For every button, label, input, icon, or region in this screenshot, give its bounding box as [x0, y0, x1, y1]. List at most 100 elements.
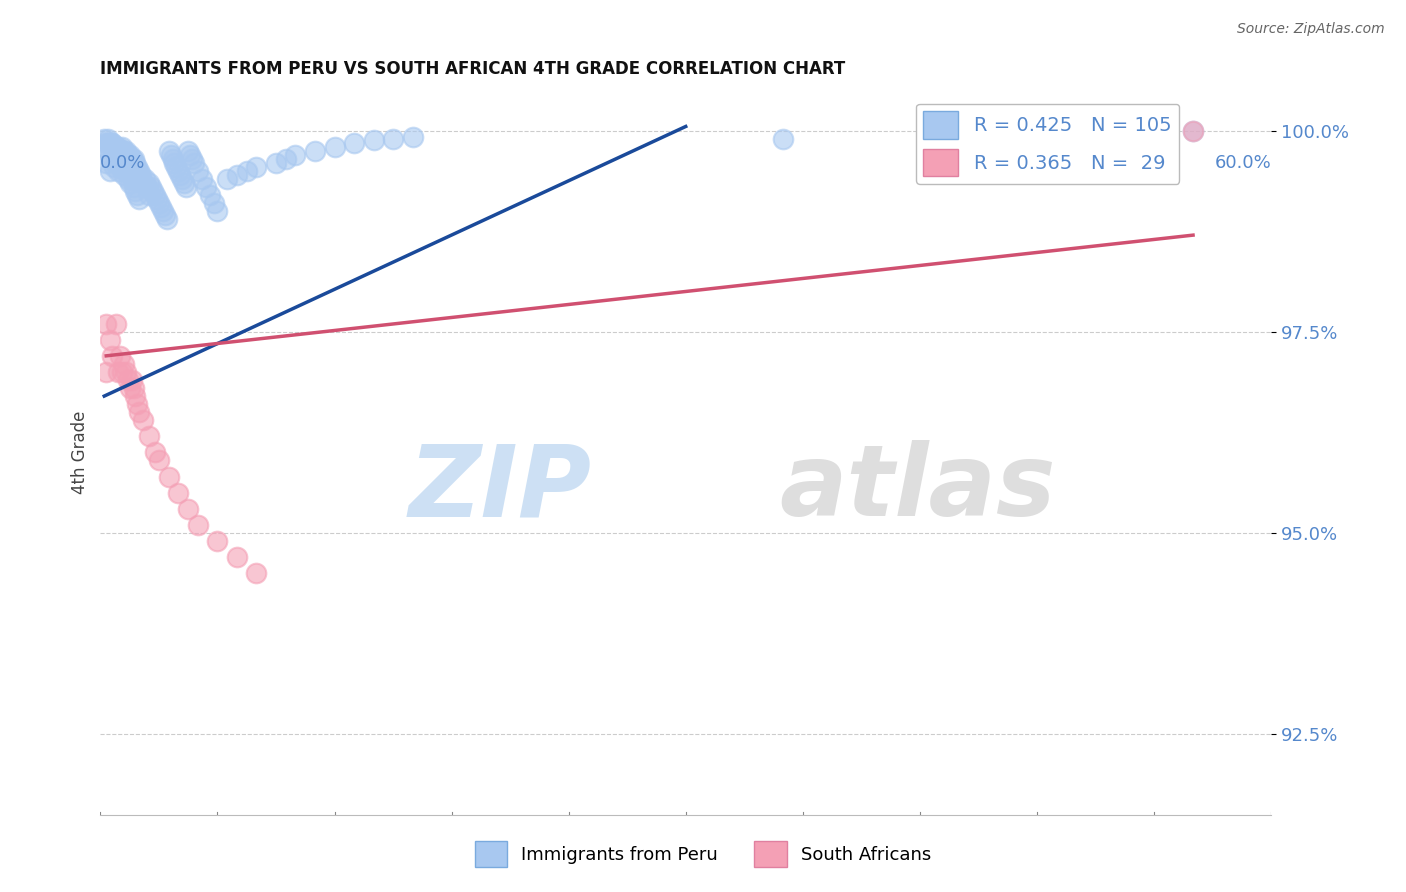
- Point: [127, 397, 149, 411]
- Point: [124, 184, 146, 198]
- Point: [124, 389, 146, 403]
- Point: [177, 501, 200, 516]
- Point: [111, 365, 134, 379]
- Point: [401, 130, 423, 145]
- Point: [217, 171, 239, 186]
- Point: [108, 144, 131, 158]
- Point: [118, 155, 141, 169]
- Point: [122, 155, 145, 169]
- Point: [98, 136, 121, 150]
- Point: [108, 160, 131, 174]
- Point: [103, 160, 125, 174]
- Point: [157, 144, 180, 158]
- Point: [108, 144, 131, 158]
- Point: [117, 152, 139, 166]
- Point: [118, 381, 141, 395]
- Point: [235, 163, 257, 178]
- Point: [143, 445, 166, 459]
- Point: [245, 160, 267, 174]
- Text: 60.0%: 60.0%: [1215, 154, 1271, 172]
- Point: [104, 139, 127, 153]
- Point: [172, 171, 194, 186]
- Point: [187, 163, 209, 178]
- Point: [114, 365, 136, 379]
- Point: [167, 163, 190, 178]
- Point: [198, 187, 221, 202]
- Point: [101, 136, 124, 150]
- Point: [122, 152, 145, 166]
- Text: 0.0%: 0.0%: [100, 154, 146, 172]
- Point: [207, 204, 229, 219]
- Point: [124, 160, 146, 174]
- Point: [1182, 123, 1205, 137]
- Point: [112, 147, 135, 161]
- Point: [98, 147, 121, 161]
- Point: [127, 187, 149, 202]
- Text: ZIP: ZIP: [409, 440, 592, 537]
- Point: [382, 131, 405, 145]
- Point: [112, 144, 135, 158]
- Point: [108, 349, 131, 363]
- Point: [117, 147, 139, 161]
- Point: [162, 152, 184, 166]
- Point: [117, 373, 139, 387]
- Point: [128, 168, 150, 182]
- Point: [114, 147, 136, 161]
- Point: [107, 163, 129, 178]
- Point: [177, 144, 200, 158]
- Point: [98, 163, 121, 178]
- Point: [96, 155, 118, 169]
- Point: [101, 152, 124, 166]
- Point: [159, 147, 181, 161]
- Point: [104, 139, 127, 153]
- Point: [138, 429, 160, 443]
- Point: [134, 171, 156, 186]
- Point: [153, 208, 176, 222]
- Point: [148, 453, 170, 467]
- Point: [107, 147, 129, 161]
- Point: [121, 152, 143, 166]
- Point: [139, 179, 162, 194]
- Point: [122, 381, 145, 395]
- Point: [132, 413, 155, 427]
- Point: [143, 187, 166, 202]
- Point: [103, 144, 125, 158]
- Point: [97, 131, 120, 145]
- Point: [101, 349, 124, 363]
- Point: [152, 204, 174, 219]
- Point: [274, 152, 297, 166]
- Point: [245, 566, 267, 581]
- Point: [118, 147, 141, 161]
- Point: [169, 168, 191, 182]
- Point: [127, 160, 149, 174]
- Point: [128, 163, 150, 178]
- Point: [191, 171, 214, 186]
- Y-axis label: 4th Grade: 4th Grade: [72, 410, 89, 494]
- Point: [343, 136, 366, 150]
- Point: [181, 152, 204, 166]
- Point: [111, 144, 134, 158]
- Point: [138, 176, 160, 190]
- Point: [323, 139, 346, 153]
- Point: [173, 176, 195, 190]
- Point: [104, 155, 127, 169]
- Point: [226, 168, 249, 182]
- Point: [118, 176, 141, 190]
- Point: [183, 155, 205, 169]
- Point: [128, 192, 150, 206]
- Point: [114, 144, 136, 158]
- Point: [121, 152, 143, 166]
- Legend: Immigrants from Peru, South Africans: Immigrants from Peru, South Africans: [467, 834, 939, 874]
- Point: [165, 160, 187, 174]
- Point: [284, 147, 307, 161]
- Point: [103, 139, 125, 153]
- Point: [304, 144, 326, 158]
- Point: [131, 171, 153, 186]
- Point: [107, 365, 129, 379]
- Point: [124, 155, 146, 169]
- Point: [226, 549, 249, 564]
- Point: [96, 317, 118, 331]
- Point: [128, 405, 150, 419]
- Point: [1182, 123, 1205, 137]
- Point: [202, 196, 225, 211]
